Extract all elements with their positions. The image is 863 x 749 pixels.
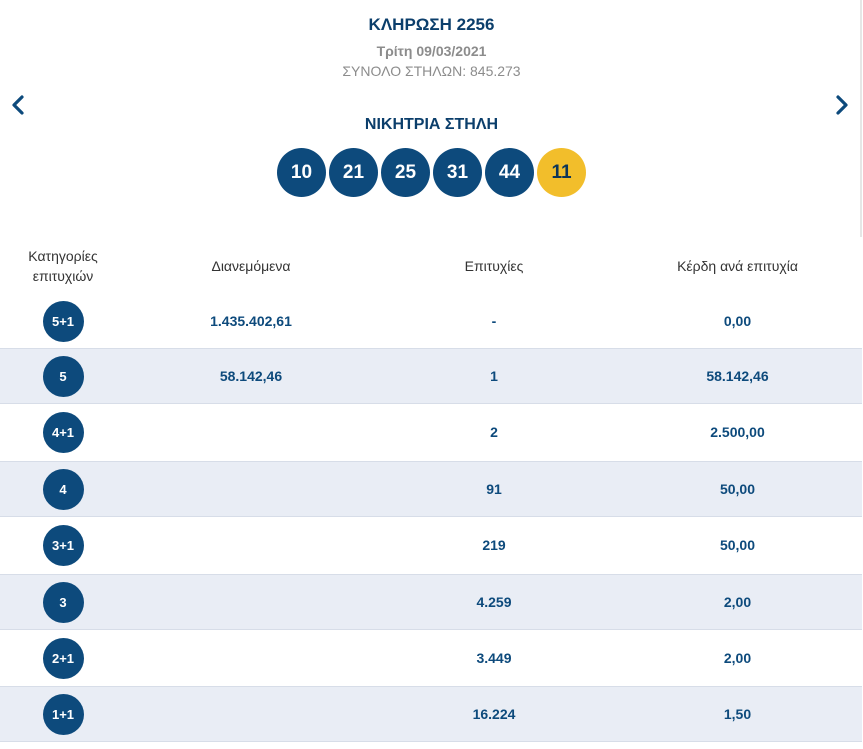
panel-edge xyxy=(860,0,862,237)
chevron-right-icon xyxy=(836,95,848,115)
winning-number-ball: 21 xyxy=(329,148,378,197)
category-ball: 4 xyxy=(42,468,84,510)
winners-cell: 1 xyxy=(490,368,498,384)
winning-number-ball: 25 xyxy=(381,148,430,197)
category-ball: 4+1 xyxy=(42,411,84,453)
header-distributed: Διανεμόμενα xyxy=(211,257,291,274)
distributed-cell xyxy=(126,404,376,460)
draw-date: Τρίτη 09/03/2021 xyxy=(376,43,487,59)
winning-number-ball: 31 xyxy=(433,148,482,197)
prize-cell: 58.142,46 xyxy=(706,368,769,384)
table-row: 5+1 1.435.402,61 - 0,00 xyxy=(0,293,862,349)
header-category-line1: Κατηγορίες xyxy=(28,247,98,264)
prize-cell: 1,50 xyxy=(723,706,752,722)
header-prize: Κέρδη ανά επιτυχία xyxy=(677,257,798,274)
table-row: 2+1 3.449 2,00 xyxy=(0,630,862,686)
prize-cell: 0,00 xyxy=(723,313,752,329)
category-ball: 1+1 xyxy=(42,693,84,735)
winners-cell: 2 xyxy=(490,424,498,440)
prize-cell: 2,00 xyxy=(723,650,752,666)
category-cell: 2+1 xyxy=(0,630,126,686)
winning-number-ball: 44 xyxy=(485,148,534,197)
category-cell: 5+1 xyxy=(0,293,126,349)
table-row: 4 91 50,00 xyxy=(0,461,862,517)
category-ball: 5+1 xyxy=(42,300,84,342)
category-cell: 4 xyxy=(0,462,126,516)
winners-cell: 91 xyxy=(486,481,502,497)
distributed-cell: 58.142,46 xyxy=(219,368,283,384)
distributed-cell xyxy=(126,517,376,573)
table-row: 3+1 219 50,00 xyxy=(0,517,862,573)
distributed-cell: 1.435.402,61 xyxy=(210,313,292,329)
category-ball: 2+1 xyxy=(42,637,84,679)
total-columns: ΣΥΝΟΛΟ ΣΤΗΛΩΝ: 845.273 xyxy=(342,63,521,79)
winners-cell: - xyxy=(491,313,497,329)
prize-cell: 2,00 xyxy=(723,594,752,610)
winners-cell: 219 xyxy=(482,537,506,553)
prize-cell: 50,00 xyxy=(719,537,756,553)
prize-table-header: Κατηγορίες επιτυχιών Διανεμόμενα Επιτυχί… xyxy=(0,238,863,293)
winners-cell: 3.449 xyxy=(476,650,512,666)
category-ball: 3 xyxy=(42,581,84,623)
draw-title: ΚΛΗΡΩΣΗ 2256 xyxy=(368,15,495,34)
winning-numbers: 10 21 25 31 44 11 xyxy=(277,148,586,198)
winners-cell: 16.224 xyxy=(472,706,516,722)
category-cell: 3 xyxy=(0,575,126,629)
distributed-cell xyxy=(126,462,376,516)
table-row: 5 58.142,46 1 58.142,46 xyxy=(0,348,862,404)
category-cell: 5 xyxy=(0,349,126,403)
next-draw-button[interactable] xyxy=(831,92,853,118)
distributed-cell xyxy=(126,575,376,629)
distributed-cell xyxy=(126,687,376,741)
chevron-left-icon xyxy=(12,95,24,115)
table-row: 4+1 2 2.500,00 xyxy=(0,404,862,460)
table-row: 3 4.259 2,00 xyxy=(0,574,862,630)
joker-number-ball: 11 xyxy=(537,148,586,197)
category-ball: 3+1 xyxy=(42,524,84,566)
table-row: 1+1 16.224 1,50 xyxy=(0,686,862,742)
header-category: Κατηγορίες επιτυχιών xyxy=(0,238,126,293)
category-cell: 1+1 xyxy=(0,687,126,741)
distributed-cell xyxy=(126,630,376,686)
previous-draw-button[interactable] xyxy=(7,92,29,118)
prize-cell: 2.500,00 xyxy=(710,424,765,440)
category-cell: 3+1 xyxy=(0,517,126,573)
prize-cell: 50,00 xyxy=(719,481,756,497)
header-category-line2: επιτυχιών xyxy=(32,267,94,284)
winning-column-label: ΝΙΚΗΤΡΙΑ ΣΤΗΛΗ xyxy=(364,116,499,133)
winners-cell: 4.259 xyxy=(476,594,512,610)
category-ball: 5 xyxy=(42,355,84,397)
category-cell: 4+1 xyxy=(0,404,126,460)
prize-table: Κατηγορίες επιτυχιών Διανεμόμενα Επιτυχί… xyxy=(0,238,863,742)
winning-number-ball: 10 xyxy=(277,148,326,197)
header-winners: Επιτυχίες xyxy=(464,257,524,274)
